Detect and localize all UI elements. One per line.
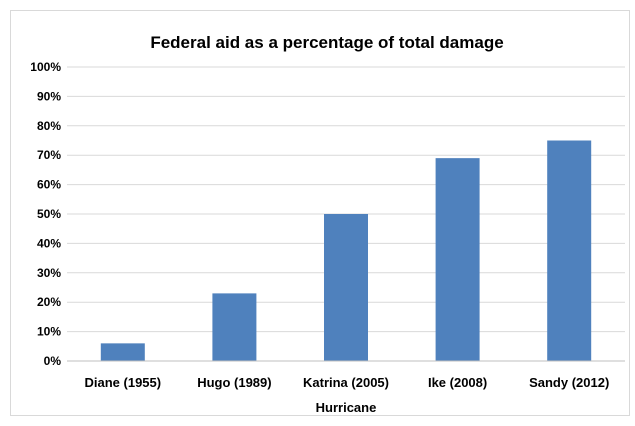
y-tick-label: 90% (37, 89, 61, 103)
bar (324, 214, 368, 361)
y-tick-label: 70% (37, 148, 61, 162)
x-category-label: Katrina (2005) (303, 375, 389, 390)
x-axis-title: Hurricane (316, 400, 377, 415)
y-axis-ticks: 0% 10% 20% 30% 40% 50% 60% 70% 80% 90% 100% (30, 60, 61, 368)
y-tick-label: 20% (37, 295, 61, 309)
gridlines (67, 66, 625, 333)
y-tick-label: 40% (37, 236, 61, 250)
y-tick-label: 30% (37, 266, 61, 280)
x-category-label: Hugo (1989) (197, 375, 271, 390)
bars (100, 140, 592, 361)
bar (547, 140, 592, 361)
bar (212, 293, 257, 361)
bar (100, 343, 145, 361)
bar (435, 158, 480, 361)
x-axis-categories: Diane (1955) Hugo (1989) Katrina (2005) Ike… (85, 375, 610, 390)
y-tick-label: 80% (37, 119, 61, 133)
x-category-label: Ike (2008) (428, 375, 487, 390)
y-tick-label: 100% (30, 60, 61, 74)
y-tick-label: 10% (37, 325, 61, 339)
chart-title: Federal aid as a percentage of total dam… (150, 33, 503, 52)
y-tick-label: 50% (37, 207, 61, 221)
x-category-label: Diane (1955) (85, 375, 162, 390)
y-tick-label: 0% (44, 354, 62, 368)
x-category-label: Sandy (2012) (529, 375, 609, 390)
y-tick-label: 60% (37, 178, 61, 192)
